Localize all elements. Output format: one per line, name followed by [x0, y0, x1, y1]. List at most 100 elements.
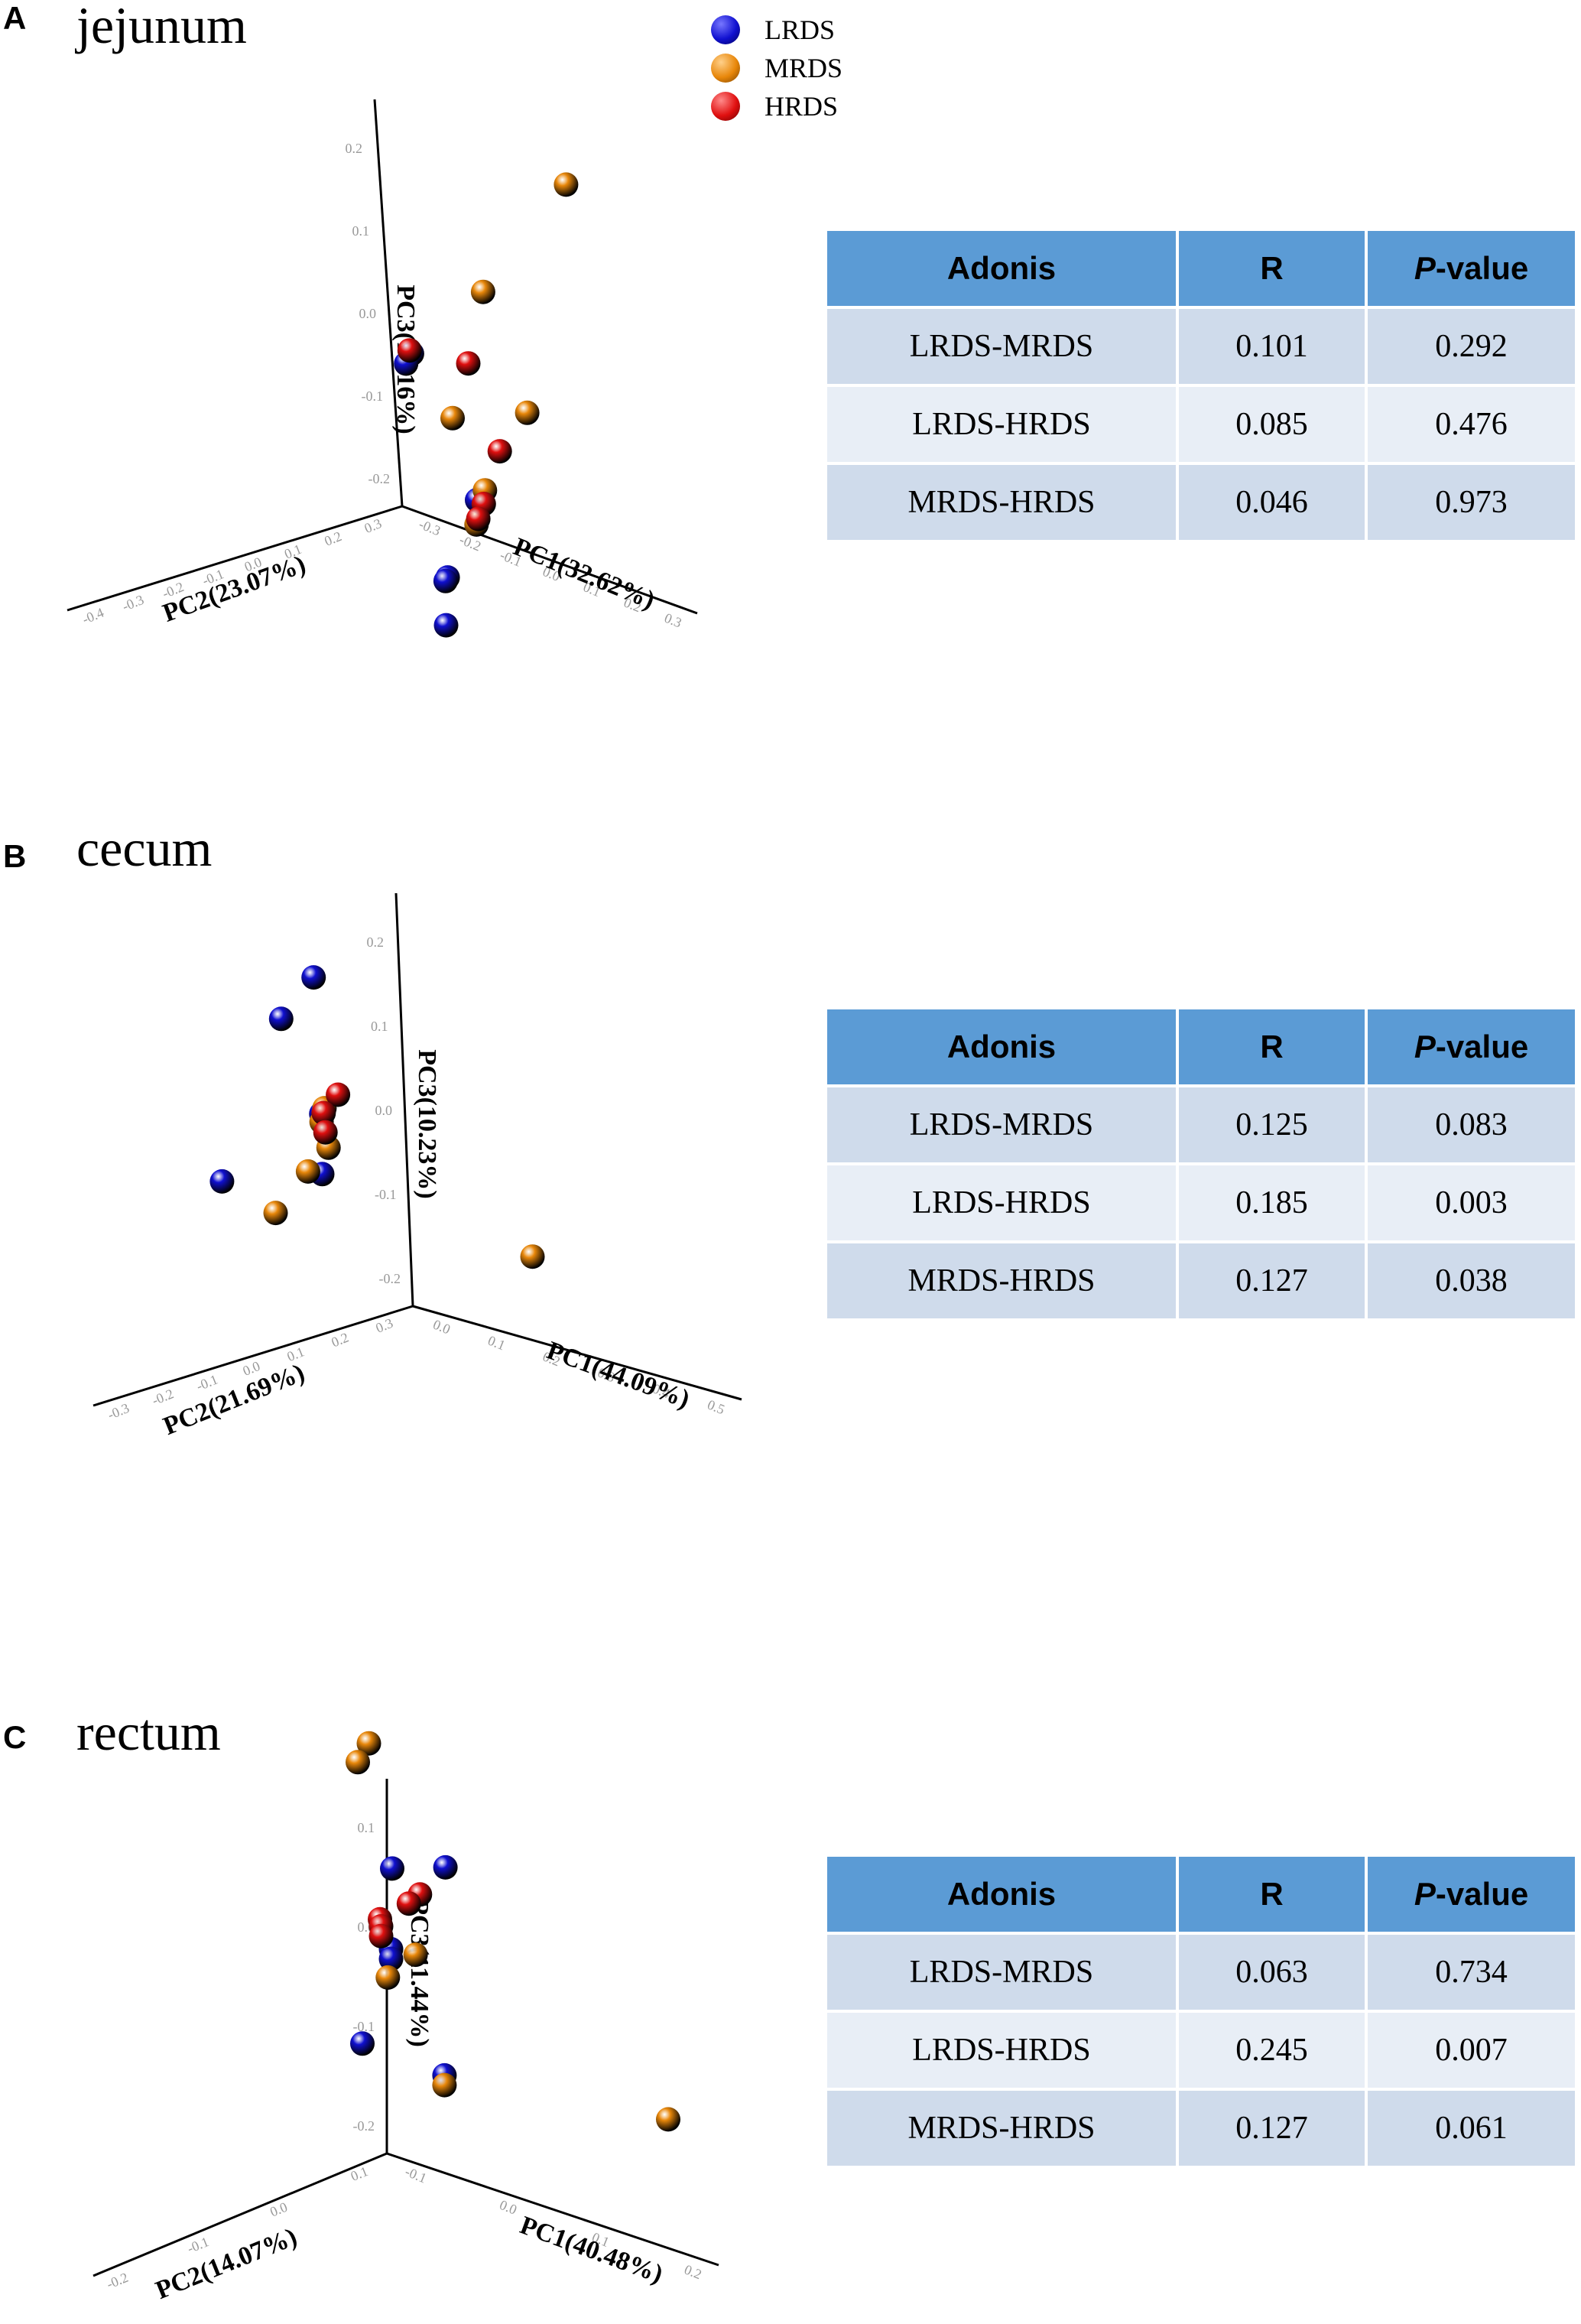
- pcoa-3d-plot-rectum: 0.10.0-0.1-0.2-0.2-0.10.00.1 -0.10.00.10.…: [93, 1731, 719, 2305]
- pc1-tick-label: 0.2: [682, 2261, 703, 2282]
- pc2-tick-label: 0.2: [322, 528, 343, 549]
- point-hrds: [311, 1100, 336, 1126]
- pc1-tick-label: 0.0: [431, 1317, 453, 1338]
- pc1-axis-line: [412, 1305, 742, 1401]
- point-mrds: [375, 1965, 401, 1990]
- z-tick-label: 0.2: [367, 934, 385, 950]
- pc2-tick-label: -0.4: [80, 605, 106, 627]
- panel-letter: A: [3, 0, 27, 36]
- pc2-axis-line: [67, 505, 403, 612]
- legend-label: HRDS: [765, 91, 839, 122]
- cell-p: 0.292: [1368, 309, 1575, 384]
- table-header-row: Adonis R P-value: [827, 231, 1575, 306]
- pc1-axis-line: [401, 505, 698, 615]
- cell-pair: LRDS-HRDS: [827, 387, 1176, 462]
- pc3-axis-line: [373, 99, 404, 507]
- point-hrds: [397, 338, 422, 363]
- cell-p: 0.734: [1368, 1935, 1575, 2010]
- panel-title: rectum: [76, 1703, 221, 1761]
- pc1-axis-line: [386, 2152, 719, 2267]
- table-header-row: Adonis R P-value: [827, 1857, 1575, 1932]
- pcoa-3d-plot-cecum: 0.2 0.1 0.0 -0.1 -0.2 -0.3 -0.2 -0.1 0.0 0.1 0.2 0.…: [93, 892, 742, 1441]
- header-r: R: [1178, 1009, 1365, 1084]
- cell-pair: MRDS-HRDS: [827, 2091, 1176, 2166]
- z-tick-label: -0.2: [368, 471, 391, 486]
- pc2-tick-label: -0.1: [185, 2234, 211, 2256]
- point-hrds: [396, 1891, 421, 1916]
- point-mrds: [515, 400, 540, 425]
- table-row: LRDS-HRDS 0.085 0.476: [827, 387, 1575, 462]
- z-tick-label: 0.1: [352, 223, 370, 239]
- table-row: MRDS-HRDS 0.127 0.038: [827, 1243, 1575, 1318]
- pc2-tick-label: 0.1: [349, 2163, 370, 2184]
- cell-p: 0.476: [1368, 387, 1575, 462]
- point-mrds: [356, 1731, 381, 1756]
- adonis-table: Adonis R P-value LRDS-MRDS 0.063 0.734 L…: [824, 1854, 1578, 2169]
- point-lrds: [433, 1854, 458, 1880]
- table-row: MRDS-HRDS 0.127 0.061: [827, 2091, 1575, 2166]
- pc2-tick-label: -0.2: [105, 2270, 131, 2292]
- z-tick-label: -0.2: [379, 1271, 401, 1286]
- pc1-tick-label: 0.0: [498, 2197, 519, 2218]
- point-lrds: [350, 2031, 375, 2056]
- z-tick-label: -0.1: [362, 388, 384, 404]
- adonis-table: Adonis R P-value LRDS-MRDS 0.101 0.292 L…: [824, 228, 1578, 543]
- point-lrds: [268, 1006, 294, 1032]
- z-tick-label: -0.1: [353, 2019, 375, 2034]
- cell-pair: LRDS-HRDS: [827, 1165, 1176, 1240]
- cell-r: 0.063: [1178, 1935, 1365, 2010]
- point-mrds: [656, 2107, 680, 2132]
- header-p-rest: -value: [1435, 1029, 1529, 1064]
- point-lrds: [378, 1946, 404, 1971]
- pc1-tick-label: 0.1: [485, 1332, 507, 1353]
- pcoa-3d-plot-jejunum: 0.20.10.0-0.1-0.2-0.4-0.3-0.2-0.10.00.10…: [67, 99, 698, 638]
- legend-marker-hrds: [711, 92, 740, 121]
- header-adonis: Adonis: [827, 231, 1176, 306]
- header-p-value: P-value: [1368, 1857, 1575, 1932]
- point-lrds: [301, 965, 326, 990]
- cell-p: 0.038: [1368, 1243, 1575, 1318]
- cell-pair: MRDS-HRDS: [827, 1243, 1176, 1318]
- point-mrds: [403, 1942, 428, 1968]
- table-row: LRDS-MRDS 0.125 0.083: [827, 1087, 1575, 1162]
- legend-marker-mrds: [711, 54, 740, 83]
- point-hrds: [456, 351, 481, 376]
- legend: LRDS MRDS HRDS: [711, 11, 842, 125]
- cell-pair: LRDS-HRDS: [827, 2013, 1176, 2088]
- pc3-axis-label: PC3(11.44%): [405, 1899, 433, 2047]
- cell-p: 0.061: [1368, 2091, 1575, 2166]
- pc2-axis-label: PC2(14.07%): [152, 2222, 301, 2305]
- point-mrds: [432, 2072, 457, 2098]
- cell-p: 0.007: [1368, 2013, 1575, 2088]
- legend-label: MRDS: [765, 53, 843, 83]
- cell-r: 0.125: [1178, 1087, 1365, 1162]
- panel-cecum: B cecum 0.2 0.1 0.0 -0.1 -0.2 -0.3 -0.2 -0.1 0.0…: [0, 817, 1581, 1581]
- z-tick-label: -0.2: [353, 2118, 375, 2134]
- z-tick-label: 0.1: [371, 1019, 388, 1034]
- pc1-axis-label: PC1(32.62%): [509, 532, 658, 615]
- point-mrds: [346, 1750, 370, 1775]
- legend-item-hrds: HRDS: [711, 87, 842, 125]
- pc1-tick-label: 0.3: [662, 610, 683, 631]
- header-p-rest: -value: [1435, 250, 1529, 286]
- header-p-italic: P: [1414, 250, 1436, 286]
- z-tick-label: 0.0: [375, 1103, 393, 1118]
- panel-title: cecum: [76, 819, 213, 877]
- cell-r: 0.046: [1178, 465, 1365, 540]
- point-mrds: [295, 1159, 320, 1184]
- header-adonis: Adonis: [827, 1857, 1176, 1932]
- pc1-axis-label: PC1(44.09%): [543, 1336, 693, 1414]
- pc2-axis-line: [93, 2152, 388, 2277]
- point-lrds: [209, 1169, 235, 1194]
- pc2-axis-line: [93, 1305, 414, 1407]
- panel-letter: B: [3, 838, 27, 874]
- pc3-axis-line: [394, 892, 414, 1307]
- point-lrds: [380, 1856, 404, 1881]
- panel-rectum: C rectum 0.1 0.0 -0.1 -0.2 -0.2 -0.1 0.0 0.1 -0.…: [0, 1698, 1581, 2324]
- header-adonis: Adonis: [827, 1009, 1176, 1084]
- point-hrds: [487, 439, 512, 464]
- table-header-row: Adonis R P-value: [827, 1009, 1575, 1084]
- cell-r: 0.245: [1178, 2013, 1365, 2088]
- point-mrds: [470, 279, 495, 304]
- pc2-tick-label: 0.2: [329, 1330, 350, 1351]
